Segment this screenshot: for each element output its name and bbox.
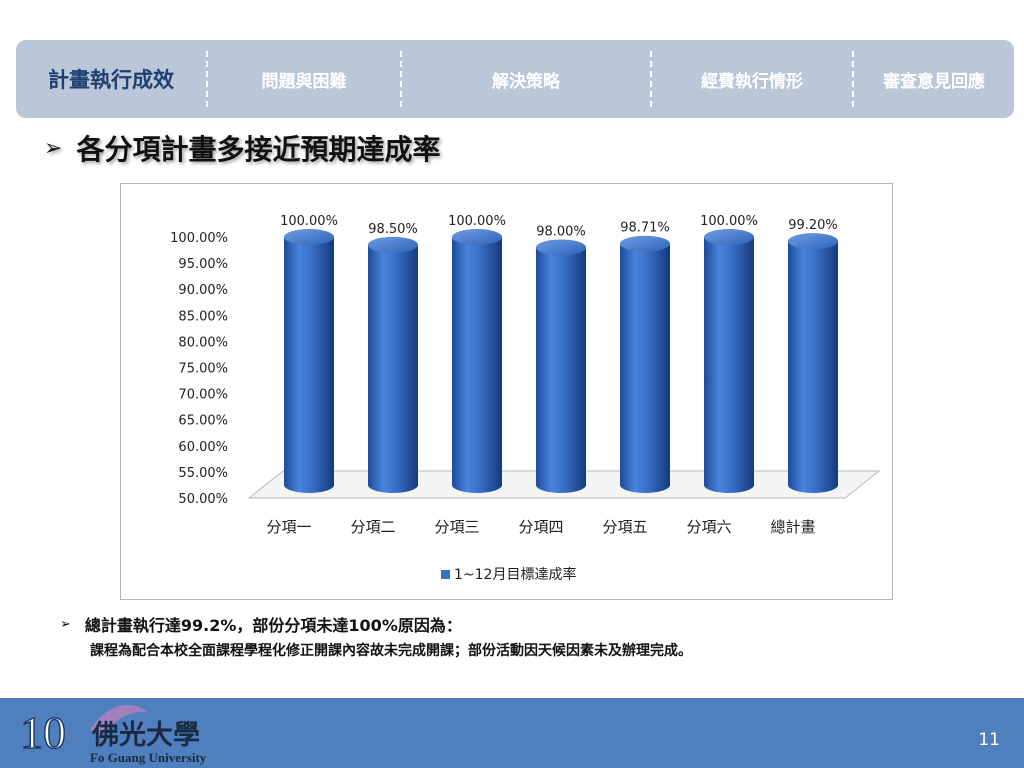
note-line-1: 總計畫執行達99.2%，部份分項未達100%原因為： [84, 616, 462, 635]
note-line-2: 課程為配合本校全面課程學程化修正開課內容故未完成開課；部份活動因天候因素未及辦理… [90, 643, 692, 659]
data-label: 98.50% [368, 222, 418, 237]
bar-分項三 [452, 229, 502, 493]
x-axis: 分項一 分項二 分項三 分項四 分項五 分項六 總計畫 [266, 518, 815, 536]
x-tick-label: 分項一 [266, 518, 311, 536]
y-tick-label: 75.00% [178, 362, 228, 377]
data-label: 100.00% [700, 214, 758, 229]
y-tick-label: 50.00% [178, 492, 228, 507]
bullet-arrow-icon: ➢ [60, 616, 71, 632]
nav-tab-budget[interactable]: 經費執行情形 [701, 71, 803, 92]
bar-body [368, 244, 418, 493]
bar-top [704, 229, 754, 245]
page-number: 11 [978, 730, 1000, 750]
nav-divider [852, 51, 854, 107]
data-label: 98.00% [536, 224, 586, 239]
y-tick-label: 100.00% [170, 231, 228, 246]
bar-series: 100.00% 98.50% 100.00% 98.00% 98.71% 100.00% 9… [280, 214, 838, 493]
footer-bar [0, 698, 1024, 768]
y-tick-label: 55.00% [178, 466, 228, 481]
bar-top [536, 239, 586, 256]
nav-tab-execution-results[interactable]: 計畫執行成效 [48, 68, 174, 92]
y-tick-label: 90.00% [178, 283, 228, 298]
bar-分項二 [368, 236, 418, 493]
x-tick-label: 分項二 [350, 518, 395, 536]
fo-guang-logo-icon: 10 佛光大學 Fo Guang University [19, 704, 207, 765]
y-tick-label: 80.00% [178, 335, 228, 350]
bar-top [788, 233, 838, 250]
x-tick-label: 總計畫 [770, 518, 815, 536]
chart-svg: 100.00% 95.00% 90.00% 85.00% 80.00% 75.00% 70.… [170, 214, 881, 583]
data-label: 98.71% [620, 221, 670, 236]
y-tick-label: 65.00% [178, 414, 228, 429]
nav-tab-review-response[interactable]: 審查意見回應 [883, 71, 985, 92]
nav-divider [206, 51, 208, 107]
data-label: 100.00% [448, 214, 506, 229]
university-logo: 10 佛光大學 Fo Guang University [19, 700, 240, 766]
bullet-arrow-icon: ➢ [44, 135, 63, 161]
svg-text:Fo Guang University: Fo Guang University [90, 750, 207, 765]
y-tick-label: 85.00% [178, 309, 228, 324]
legend-swatch [441, 570, 450, 579]
x-tick-label: 分項六 [686, 518, 731, 536]
chart-legend: 1~12月目標達成率 [441, 566, 576, 583]
legend-label: 1~12月目標達成率 [454, 566, 576, 583]
summary-note: ➢ 總計畫執行達99.2%，部份分項未達100%原因為： 課程為配合本校全面課程… [60, 612, 692, 660]
slide-heading: ➢ 各分項計畫多接近預期達成率 [44, 128, 440, 168]
heading-text: 各分項計畫多接近預期達成率 [76, 133, 441, 166]
bar-body [788, 241, 838, 493]
bar-分項五 [620, 235, 670, 493]
y-tick-label: 60.00% [178, 440, 228, 455]
bar-body [452, 237, 502, 493]
y-tick-label: 70.00% [178, 388, 228, 403]
x-tick-label: 分項四 [518, 518, 563, 536]
x-tick-label: 分項五 [602, 518, 647, 536]
bar-top [620, 235, 670, 252]
bar-top [452, 229, 502, 245]
nav-tab-strategies[interactable]: 解決策略 [492, 71, 560, 92]
bar-總計畫 [788, 233, 838, 493]
y-tick-label: 95.00% [178, 257, 228, 272]
nav-divider [650, 51, 652, 107]
svg-text:佛光大學: 佛光大學 [91, 720, 200, 751]
bar-分項六 [704, 229, 754, 493]
bar-分項一 [284, 229, 334, 493]
bar-body [704, 237, 754, 493]
bar-body [536, 247, 586, 493]
x-tick-label: 分項三 [434, 518, 479, 536]
bar-body [284, 237, 334, 493]
data-label: 100.00% [280, 214, 338, 229]
bar-body [620, 243, 670, 493]
bar-top [284, 229, 334, 245]
top-navigation: 計畫執行成效 問題與困難 解決策略 經費執行情形 審查意見回應 [16, 40, 1014, 118]
bar-分項四 [536, 239, 586, 493]
bar-chart: 100.00% 95.00% 90.00% 85.00% 80.00% 75.00% 70.… [120, 183, 893, 600]
data-label: 99.20% [788, 218, 838, 233]
nav-tab-problems[interactable]: 問題與困難 [261, 71, 347, 92]
bar-top [368, 236, 418, 253]
nav-divider [400, 51, 402, 107]
svg-text:10: 10 [20, 707, 66, 758]
y-axis: 100.00% 95.00% 90.00% 85.00% 80.00% 75.00% 70.… [170, 231, 228, 507]
